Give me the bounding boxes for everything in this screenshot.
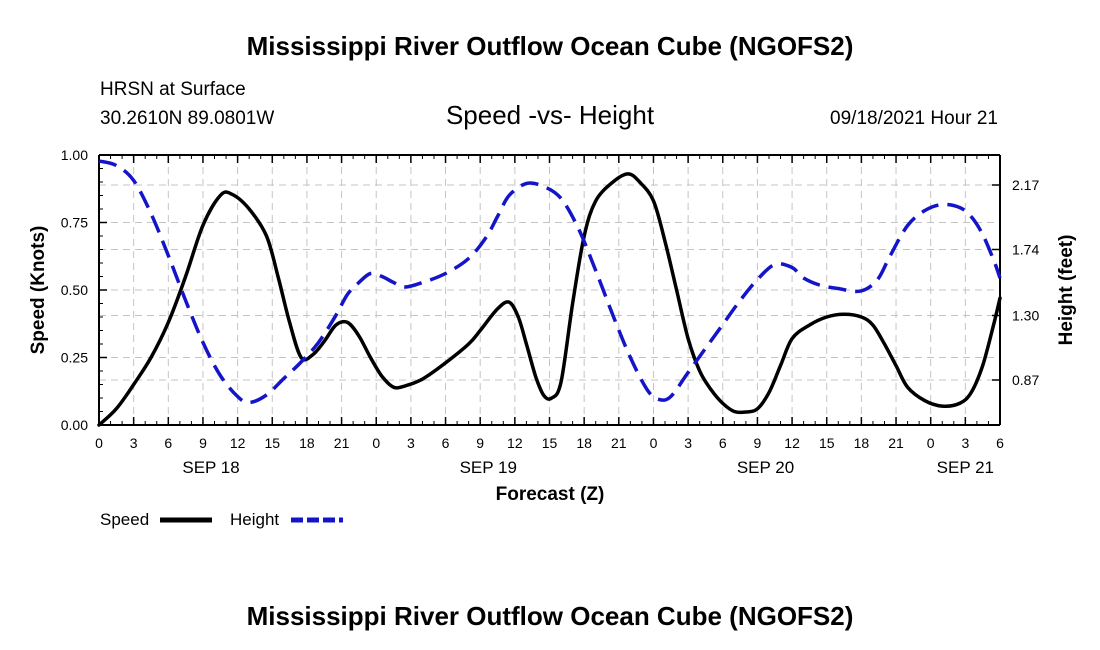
footer-title: Mississippi River Outflow Ocean Cube (NG… [247, 601, 854, 631]
x-tick-label: 21 [888, 435, 904, 451]
x-tick-label: 3 [961, 435, 969, 451]
x-tick-label: 3 [684, 435, 692, 451]
location-label: 30.2610N 89.0801W [100, 108, 274, 129]
tick-marks: 0 3 6 9 12 15 18 21 0 3 6 9 12 15 18 21 0 3 6 9 12 15 18 21 0 3 6 0… [61, 147, 1040, 477]
station-label: HRSN at Surface [100, 79, 246, 100]
chart-title: Mississippi River Outflow Ocean Cube (NG… [247, 31, 854, 61]
x-tick-label: 21 [334, 435, 350, 451]
x-tick-label: 3 [407, 435, 415, 451]
grid-lines [99, 155, 1000, 425]
x-tick-label: 18 [299, 435, 315, 451]
y-left-tick-label: 0.75 [61, 215, 88, 231]
x-tick-label: 12 [230, 435, 246, 451]
y-axis-right-label: Height (feet) [1056, 235, 1077, 346]
x-tick-label: 0 [372, 435, 380, 451]
x-tick-label: 15 [819, 435, 835, 451]
legend-speed-label: Speed [100, 510, 149, 529]
x-tick-label: 12 [507, 435, 523, 451]
y-axis-left-label: Speed (Knots) [28, 226, 49, 355]
y-right-tick-label: 0.87 [1012, 372, 1039, 388]
x-tick-label: 9 [754, 435, 762, 451]
x-date-label: SEP 21 [937, 458, 994, 477]
series-lines [97, 159, 1002, 427]
x-tick-label: 0 [650, 435, 658, 451]
y-left-tick-label: 0.25 [61, 350, 88, 366]
x-tick-label: 15 [264, 435, 280, 451]
y-right-tick-label: 1.30 [1012, 308, 1039, 324]
x-date-label: SEP 20 [737, 458, 794, 477]
y-right-tick-label: 1.74 [1012, 242, 1039, 258]
x-date-label: SEP 19 [460, 458, 517, 477]
x-date-label: SEP 18 [182, 458, 239, 477]
speed-series-line [97, 172, 1002, 427]
x-tick-label: 6 [442, 435, 450, 451]
legend: Speed Height [100, 510, 343, 529]
timestamp-label: 09/18/2021 Hour 21 [830, 108, 998, 129]
x-tick-label: 6 [996, 435, 1004, 451]
y-left-tick-label: 0.00 [61, 417, 88, 433]
x-tick-label: 18 [576, 435, 592, 451]
chart-subtitle: Speed -vs- Height [446, 100, 655, 130]
y-left-tick-label: 1.00 [61, 147, 88, 163]
x-axis-label: Forecast (Z) [496, 484, 605, 505]
x-tick-label: 12 [784, 435, 800, 451]
x-tick-label: 18 [854, 435, 870, 451]
x-tick-label: 15 [542, 435, 558, 451]
legend-height-label: Height [230, 510, 279, 529]
x-tick-label: 3 [130, 435, 138, 451]
x-tick-label: 6 [719, 435, 727, 451]
x-tick-label: 0 [927, 435, 935, 451]
x-tick-label: 21 [611, 435, 627, 451]
height-series-line [98, 159, 1002, 405]
x-tick-label: 9 [476, 435, 484, 451]
x-tick-label: 6 [164, 435, 172, 451]
y-right-tick-label: 2.17 [1012, 177, 1039, 193]
x-tick-label: 9 [199, 435, 207, 451]
y-left-tick-label: 0.50 [61, 282, 88, 298]
x-tick-label: 0 [95, 435, 103, 451]
